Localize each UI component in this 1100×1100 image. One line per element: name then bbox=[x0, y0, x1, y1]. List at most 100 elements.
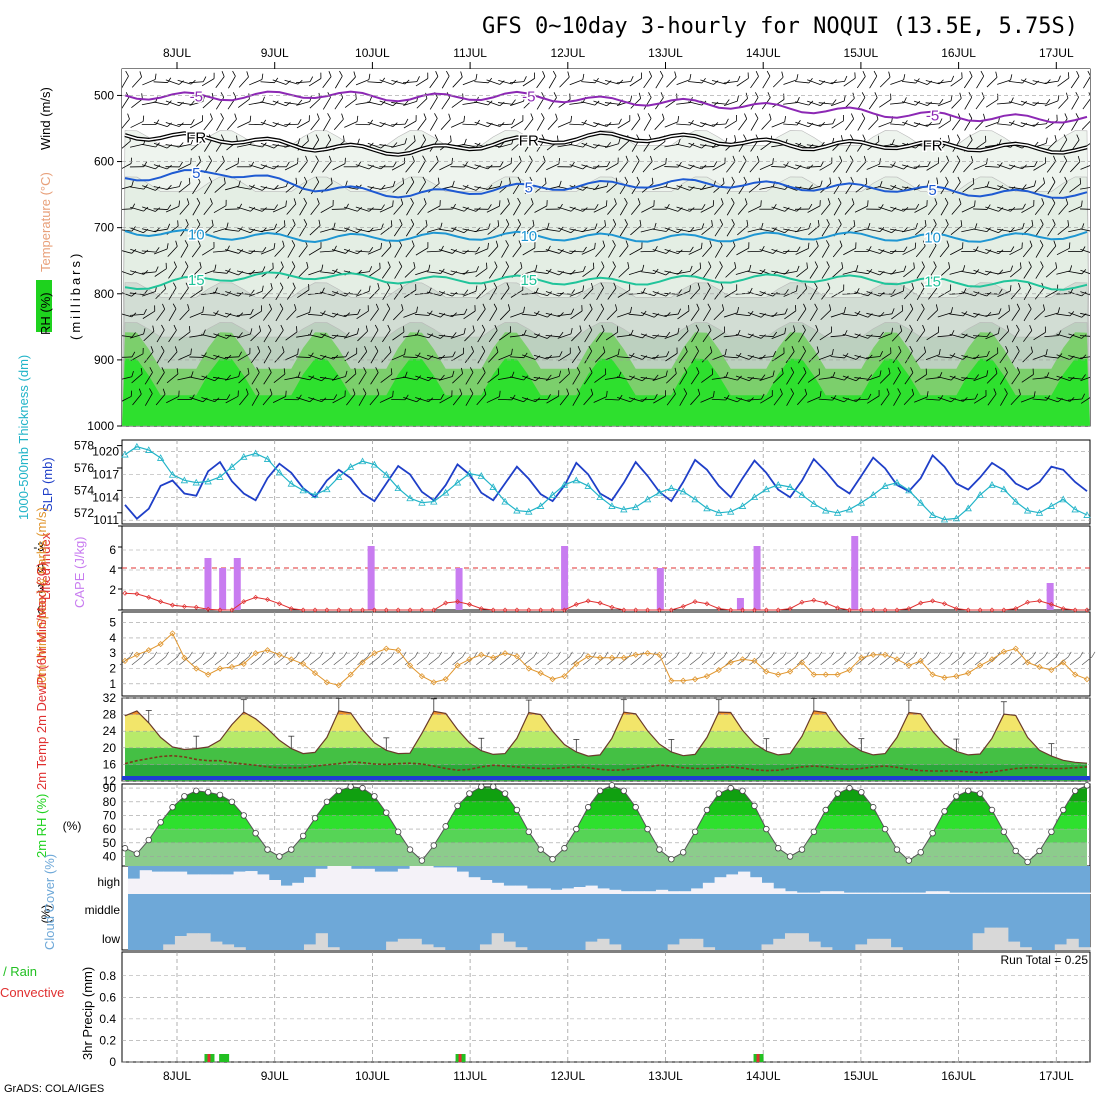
wind-barb-shaft bbox=[331, 249, 346, 254]
wind-barb bbox=[902, 242, 917, 255]
wind10m-barb-flag bbox=[1067, 651, 1072, 658]
wind10m-barb-flag bbox=[307, 651, 312, 658]
wind-barb-shaft bbox=[558, 353, 571, 362]
lifted-index-point bbox=[692, 599, 698, 605]
wind-barb-flag bbox=[878, 390, 880, 396]
wind-barb-shaft bbox=[512, 224, 521, 237]
wind-barb-flag bbox=[665, 292, 671, 297]
wind-barb-shaft bbox=[427, 312, 441, 318]
wind-barb-shaft bbox=[713, 183, 725, 193]
wind-barb bbox=[984, 162, 1003, 168]
wind-barb bbox=[997, 164, 1016, 170]
wind-barb bbox=[879, 71, 891, 88]
wind-barb bbox=[927, 304, 939, 321]
wind-barb bbox=[452, 367, 464, 384]
wind-barb-flag bbox=[481, 345, 486, 352]
wind-barb-shaft bbox=[486, 79, 500, 85]
cloud-low-bar bbox=[491, 933, 504, 950]
wind-barb-flag bbox=[576, 367, 581, 373]
wind-barb bbox=[700, 79, 719, 85]
wind-barb-flag bbox=[380, 242, 383, 249]
wind-barb-flag bbox=[720, 198, 724, 204]
wind-barb-flag bbox=[731, 218, 735, 225]
wind10m-speed-point bbox=[478, 651, 485, 658]
wind-barb-shaft bbox=[664, 144, 679, 148]
wind-barb-shaft bbox=[1032, 398, 1047, 401]
wind-barb-flag bbox=[1081, 374, 1086, 380]
wind-barb-shaft bbox=[1020, 79, 1035, 85]
wind-barb-shaft bbox=[607, 266, 616, 279]
wind-barb-shaft bbox=[866, 163, 880, 170]
wind-barb-flag bbox=[250, 249, 256, 255]
wind-barb-shaft bbox=[166, 373, 179, 384]
wind-barb-shaft bbox=[833, 160, 843, 173]
wind-barb-flag bbox=[404, 138, 407, 144]
wind-barb-flag bbox=[486, 262, 488, 269]
rh-point bbox=[822, 806, 829, 814]
thickness-point bbox=[738, 502, 747, 509]
isotherm-10 bbox=[124, 228, 1088, 244]
wind-barb-shaft bbox=[179, 203, 190, 215]
cloud-low-bar bbox=[303, 944, 317, 950]
wind-barb-flag bbox=[309, 76, 314, 82]
wind-barb bbox=[153, 100, 172, 106]
wind-barb bbox=[201, 333, 220, 339]
rh-point bbox=[976, 790, 984, 797]
wind-barb-shaft bbox=[215, 76, 225, 89]
cloud-high-bar bbox=[139, 870, 152, 894]
wind-barb bbox=[391, 348, 406, 361]
wind-barb-shaft bbox=[533, 228, 548, 233]
wind-barb-shaft bbox=[189, 120, 203, 129]
lifted-index-point bbox=[490, 607, 496, 613]
wind-barb bbox=[155, 388, 166, 406]
wind-barb-flag bbox=[951, 75, 955, 82]
wind-barb-flag bbox=[909, 345, 913, 352]
wind-barb-shaft bbox=[309, 98, 321, 109]
wind-barb-shaft bbox=[559, 393, 570, 406]
thickness-point bbox=[632, 503, 640, 511]
wind-barb bbox=[795, 184, 813, 190]
wind-barb-shaft bbox=[1020, 100, 1035, 107]
lifted-index-point bbox=[716, 606, 722, 612]
wind-barb-shaft bbox=[640, 398, 655, 401]
wind-barb-flag bbox=[297, 138, 301, 145]
wind-barb-flag bbox=[945, 176, 949, 183]
rh-point bbox=[430, 842, 437, 849]
wind-barb bbox=[521, 264, 538, 276]
wind-barb bbox=[878, 184, 897, 190]
wind-barb-shaft bbox=[402, 81, 418, 84]
wind-barb bbox=[488, 346, 499, 363]
wind10m-barb-flag bbox=[153, 651, 158, 658]
wind-barb-shaft bbox=[806, 166, 821, 168]
wind-barb bbox=[345, 71, 356, 88]
cape-bar bbox=[367, 546, 375, 610]
wind-barb-shaft bbox=[866, 335, 881, 338]
slp-axis-label: SLP (mb) bbox=[40, 457, 55, 512]
wind-barb-flag bbox=[411, 240, 415, 247]
wind-barb bbox=[319, 394, 338, 401]
wind-barb-shaft bbox=[215, 161, 225, 173]
wind-barb-flag bbox=[523, 306, 525, 313]
wind-barb-flag bbox=[280, 324, 284, 331]
wind10m-barb bbox=[689, 656, 701, 666]
wind-barb bbox=[678, 325, 689, 342]
wind-barb bbox=[1068, 246, 1086, 252]
wind-barb bbox=[688, 78, 706, 84]
wind-barb-shaft bbox=[509, 334, 524, 338]
wind-barb-shaft bbox=[1035, 266, 1044, 279]
wind-barb-flag bbox=[624, 176, 628, 183]
wind-barb-shaft bbox=[216, 118, 224, 131]
wind-barb-shaft bbox=[608, 245, 616, 258]
wind-barb-flag bbox=[131, 371, 134, 377]
wind-barb-shaft bbox=[165, 79, 180, 85]
wind-barb bbox=[476, 303, 486, 321]
wind-barb-shaft bbox=[712, 163, 726, 171]
wind-barb bbox=[916, 324, 926, 342]
wind-barb bbox=[393, 219, 403, 237]
wind-barb-flag bbox=[1069, 333, 1075, 339]
wind-barb bbox=[189, 352, 207, 358]
wind-barb-flag bbox=[530, 198, 534, 204]
wind-barb-flag bbox=[185, 219, 189, 225]
wind-barb-flag bbox=[165, 262, 167, 269]
